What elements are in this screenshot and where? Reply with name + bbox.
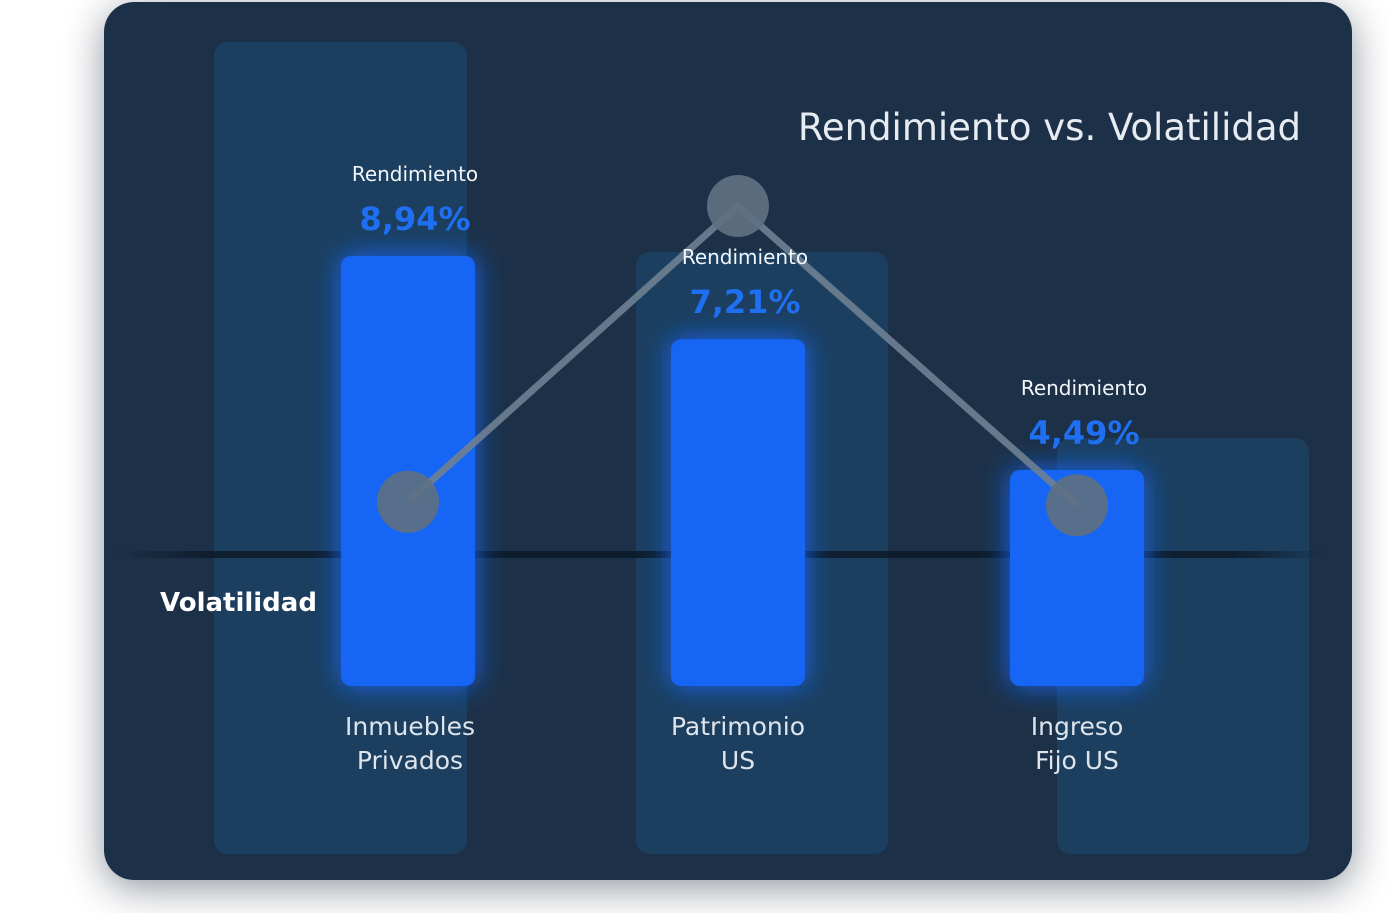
bar-3 bbox=[1010, 470, 1144, 686]
category-label-2-line-1: Patrimonio bbox=[671, 712, 805, 741]
volatility-point-2 bbox=[707, 175, 769, 237]
value-label-3: 4,49% bbox=[1028, 414, 1139, 452]
category-label-2-line-2: US bbox=[721, 746, 755, 775]
chart-title: Rendimiento vs. Volatilidad bbox=[798, 106, 1301, 149]
rendimiento-caption-1: Rendimiento bbox=[352, 162, 478, 186]
category-label-3-line-1: Ingreso bbox=[1031, 712, 1124, 741]
volatility-point-1 bbox=[377, 470, 439, 533]
bar-labels: Rendimiento 8,94% Rendimiento 7,21% Rendimie… bbox=[345, 162, 1147, 775]
category-label-1-line-1: Inmuebles bbox=[345, 712, 475, 741]
chart-card: Rendimiento 8,94% Rendimiento 7,21% Rendimie… bbox=[104, 2, 1352, 880]
value-label-2: 7,21% bbox=[689, 283, 800, 321]
category-label-3-line-2: Fijo US bbox=[1035, 746, 1119, 775]
volatility-label: Volatilidad bbox=[160, 588, 317, 618]
rendimiento-caption-2: Rendimiento bbox=[682, 245, 808, 269]
value-label-1: 8,94% bbox=[359, 200, 470, 238]
bar-2 bbox=[671, 339, 805, 686]
volatility-line bbox=[377, 175, 1108, 537]
volatility-point-3 bbox=[1046, 474, 1108, 537]
chart: Rendimiento 8,94% Rendimiento 7,21% Rendimie… bbox=[114, 42, 1330, 854]
rendimiento-caption-3: Rendimiento bbox=[1021, 376, 1147, 400]
category-label-1-line-2: Privados bbox=[357, 746, 463, 775]
